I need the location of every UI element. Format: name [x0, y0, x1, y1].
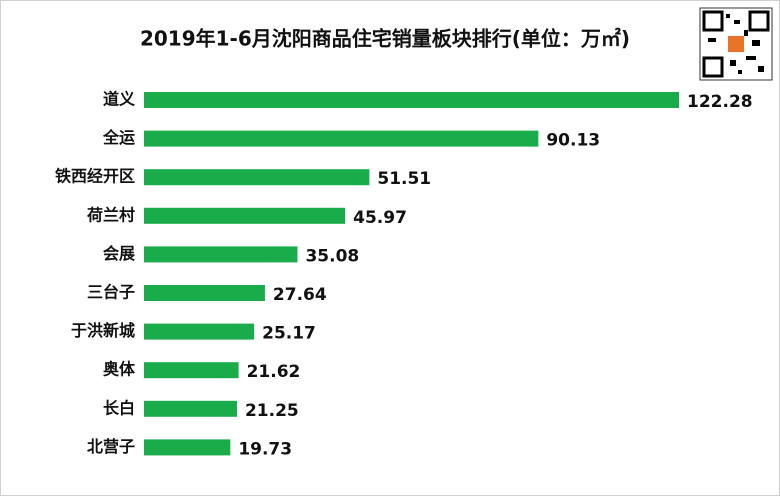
- value-label: 21.25: [245, 401, 299, 421]
- category-label: 北营子: [87, 437, 135, 456]
- category-label: 于洪新城: [71, 321, 135, 340]
- value-label: 35.08: [305, 246, 359, 266]
- category-label: 道义: [103, 90, 135, 109]
- category-label: 铁西经开区: [55, 167, 135, 186]
- bar: [144, 400, 237, 417]
- value-label: 25.17: [262, 324, 316, 344]
- category-label: 三台子: [87, 283, 135, 302]
- value-label: 45.97: [353, 208, 407, 228]
- value-label: 27.64: [273, 285, 327, 305]
- value-label: 51.51: [377, 169, 431, 189]
- bar: [144, 92, 679, 108]
- qr-code: [699, 7, 773, 81]
- value-label: 21.62: [247, 362, 301, 382]
- bar: [144, 207, 346, 224]
- category-label: 会展: [103, 244, 136, 263]
- value-label: 90.13: [546, 131, 600, 151]
- value-label: 122.28: [687, 92, 753, 112]
- category-label: 长白: [103, 398, 135, 417]
- chart-title: 2019年1-6月沈阳商品住宅销量板块排行(单位：万㎡): [140, 27, 630, 51]
- category-label: 奥体: [103, 360, 136, 379]
- bar: [144, 362, 239, 379]
- bar: [144, 130, 539, 147]
- bar: [144, 285, 265, 301]
- category-label: 全运: [102, 128, 135, 147]
- bar: [144, 246, 298, 263]
- bar: [144, 323, 255, 340]
- bar: [144, 439, 231, 456]
- category-label: 荷兰村: [87, 205, 135, 224]
- value-label: 19.73: [238, 439, 292, 459]
- bar: [144, 169, 370, 186]
